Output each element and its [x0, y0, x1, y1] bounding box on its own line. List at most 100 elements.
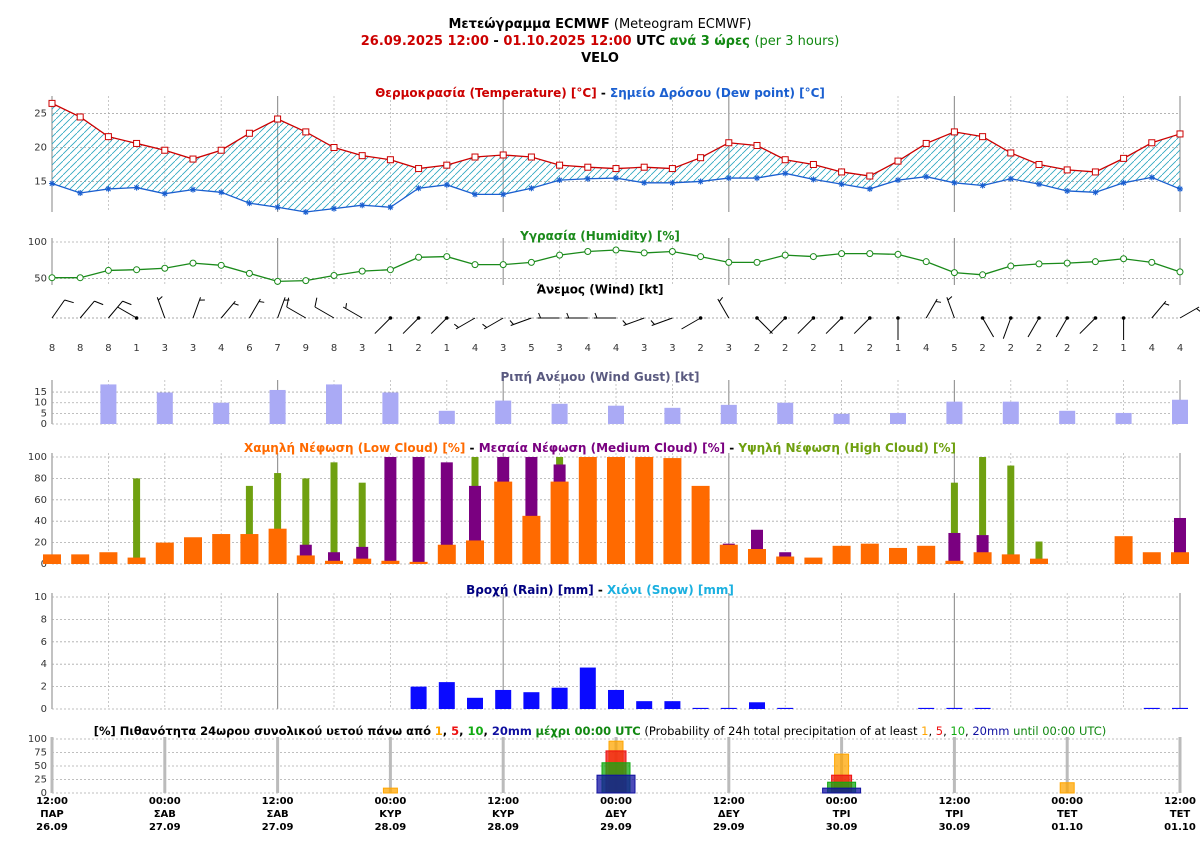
bar [918, 707, 935, 709]
marker [781, 251, 789, 259]
bar [240, 534, 259, 564]
barb-calm-dot [134, 316, 139, 320]
marker [866, 250, 874, 258]
y-tick-label: 20 [34, 538, 47, 549]
wind-barb [594, 312, 616, 319]
wind-barb [314, 297, 335, 319]
y-tick-label: 50 [34, 273, 47, 284]
probability-bar [596, 774, 636, 794]
x-tick-label: 12:00 [487, 796, 519, 807]
marker [77, 189, 84, 196]
y-tick-label: 10 [34, 398, 47, 409]
bar [1115, 412, 1132, 424]
marker [331, 205, 337, 212]
barb-staff [51, 299, 74, 319]
wind-speed-label: 1 [1120, 343, 1126, 354]
wind-barb [797, 316, 816, 334]
marker [556, 161, 564, 169]
marker [48, 99, 56, 107]
barb-staff [717, 297, 730, 319]
bar [946, 707, 963, 709]
barb-calm-dot [1121, 316, 1126, 320]
wind-speed-label: 5 [951, 343, 957, 354]
marker [387, 204, 394, 211]
barb-staff [982, 317, 995, 338]
wind-barb [565, 312, 588, 319]
bar [43, 554, 61, 564]
wind-barb [825, 316, 844, 334]
y-tick-label: 4 [41, 659, 47, 670]
marker [979, 271, 987, 279]
bar [889, 547, 907, 564]
marker [133, 184, 140, 191]
x-tick-label: 30.09 [939, 822, 971, 833]
marker [76, 274, 84, 282]
step-en: (per 3 hours) [754, 34, 840, 49]
bar [608, 405, 624, 424]
marker [923, 173, 930, 180]
separator: , [443, 724, 451, 738]
marker [443, 161, 451, 169]
barb-staff [594, 312, 616, 319]
bar [213, 402, 230, 424]
x-tick-label: 26.09 [36, 822, 68, 833]
barb-staff [374, 317, 391, 334]
marker [725, 258, 733, 266]
wind-barb [755, 316, 773, 334]
marker [809, 160, 817, 168]
barb-staff [314, 297, 335, 319]
marker [584, 163, 592, 171]
wind-speed-label: 8 [105, 343, 111, 354]
marker [527, 258, 535, 266]
legend-entry: Υψηλή Νέφωση (High Cloud) [%] [737, 441, 956, 455]
bar [381, 560, 400, 564]
legend-entry: 10 [950, 724, 965, 738]
marker [302, 128, 310, 136]
barb-staff [1027, 317, 1040, 338]
marker [274, 115, 282, 123]
separator: , [928, 724, 935, 738]
bar [776, 556, 795, 564]
x-tick-label: ΠΑΡ [40, 809, 63, 820]
bar [184, 537, 202, 564]
bar [973, 552, 992, 564]
marker [725, 139, 733, 147]
wind-barb [402, 316, 421, 334]
marker [330, 144, 338, 152]
panel-title: Θερμοκρασία (Temperature) [°C] - Σημείο … [375, 86, 825, 100]
marker [894, 250, 902, 258]
wind-barb [117, 306, 139, 320]
marker [218, 189, 225, 196]
wind-barb [1027, 316, 1041, 338]
marker [359, 202, 366, 209]
bar [382, 392, 399, 424]
x-tick-label: 01.10 [1051, 822, 1083, 833]
y-tick-label: 50 [34, 761, 47, 772]
marker [810, 176, 817, 183]
wind-speed-label: 1 [387, 343, 393, 354]
barb-staff [156, 296, 166, 319]
wind-barb [1079, 316, 1098, 334]
barb-staff [797, 317, 814, 334]
marker [499, 261, 507, 269]
marker [49, 180, 55, 187]
probability-bar [1059, 782, 1075, 794]
wind-barb [681, 316, 703, 330]
bar [437, 544, 456, 564]
x-tick-label: ΤΡΙ [833, 809, 851, 820]
panel-title: Υγρασία (Humidity) [%] [519, 229, 680, 243]
wind-barb [925, 298, 942, 319]
bar [636, 701, 653, 709]
x-tick-label: 12:00 [938, 796, 970, 807]
bar [804, 557, 823, 564]
wind-barb [509, 317, 532, 326]
wind-barb [51, 299, 74, 319]
y-tick-label: 0 [41, 788, 47, 799]
wind-speed-label: 4 [1177, 343, 1183, 354]
bar [133, 478, 141, 564]
wind-barb [342, 303, 363, 319]
marker [669, 179, 676, 186]
bar [494, 481, 513, 564]
bar [466, 540, 484, 564]
x-tick-label: ΚΥΡ [379, 809, 401, 820]
